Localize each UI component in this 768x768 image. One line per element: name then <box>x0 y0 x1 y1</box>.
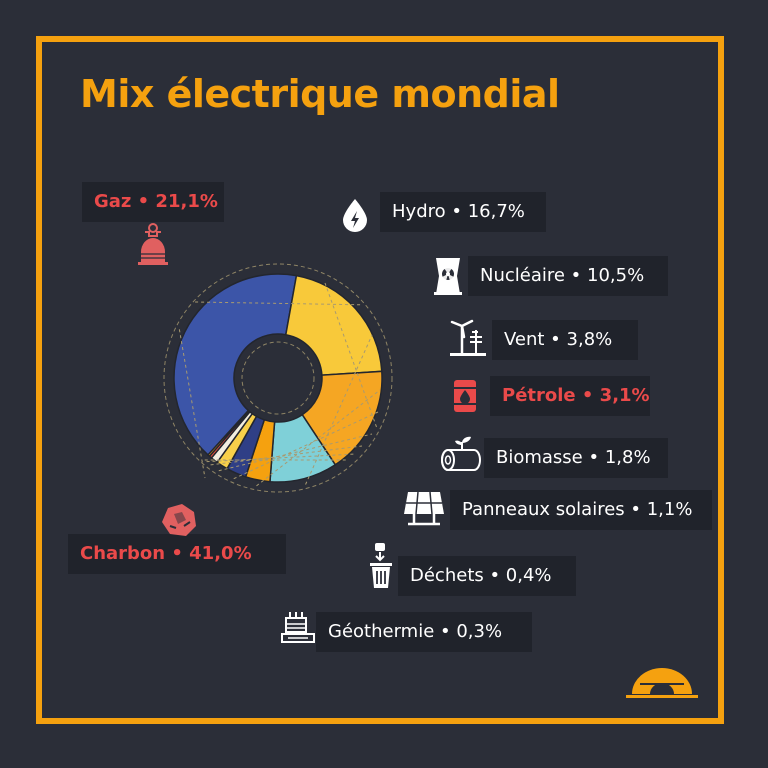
gas-icon <box>136 222 170 266</box>
solar-panel-icon <box>402 488 446 528</box>
slice-gaz <box>286 276 382 376</box>
label-panneaux-solaires: Panneaux solaires • 1,1% <box>450 490 712 530</box>
label-charbon: Charbon • 41,0% <box>68 534 286 574</box>
label-d-chets: Déchets • 0,4% <box>398 556 576 596</box>
biomass-icon <box>438 432 484 472</box>
label-gaz: Gaz • 21,1% <box>82 182 224 222</box>
inner-dashed-ring <box>242 342 314 414</box>
brand-logo-icon <box>624 664 700 700</box>
wind-icon <box>448 318 488 358</box>
label-p-trole: Pétrole • 3,1% <box>490 376 650 416</box>
hydro-icon <box>340 198 370 232</box>
oil-barrel-icon <box>452 378 478 414</box>
waste-bin-icon <box>366 542 396 590</box>
coal-icon <box>160 502 198 538</box>
label-g-othermie: Géothermie • 0,3% <box>316 612 532 652</box>
label-biomasse: Biomasse • 1,8% <box>484 438 668 478</box>
geothermal-icon <box>280 610 316 644</box>
label-vent: Vent • 3,8% <box>492 320 638 360</box>
label-hydro: Hydro • 16,7% <box>380 192 546 232</box>
label-nucl-aire: Nucléaire • 10,5% <box>468 256 668 296</box>
nuclear-icon <box>430 254 466 296</box>
